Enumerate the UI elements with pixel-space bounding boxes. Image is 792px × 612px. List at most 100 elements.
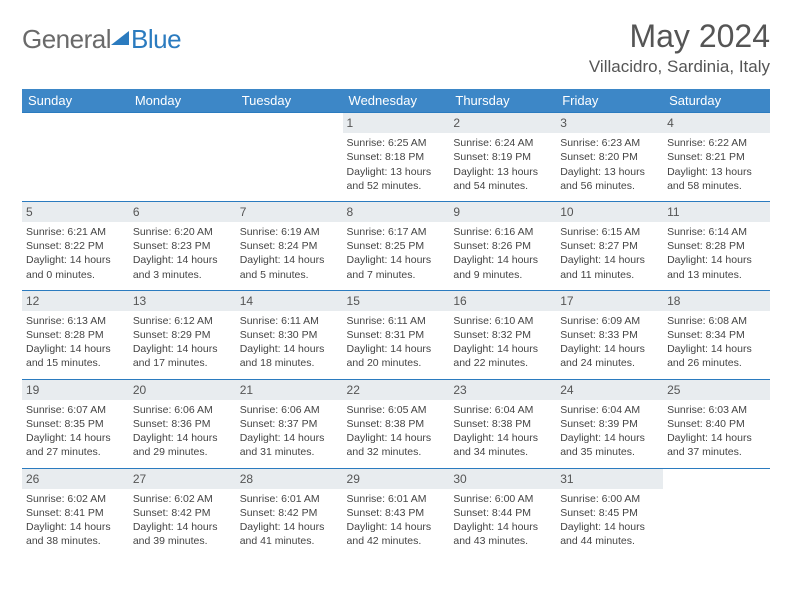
day-number: 10 [556, 202, 663, 222]
day-info: Sunrise: 6:24 AMSunset: 8:19 PMDaylight:… [453, 136, 552, 193]
day-info: Sunrise: 6:17 AMSunset: 8:25 PMDaylight:… [347, 225, 446, 282]
day-cell: 7 Sunrise: 6:19 AMSunset: 8:24 PMDaylight… [236, 201, 343, 290]
day-info: Sunrise: 6:14 AMSunset: 8:28 PMDaylight:… [667, 225, 766, 282]
day-info: Sunrise: 6:19 AMSunset: 8:24 PMDaylight:… [240, 225, 339, 282]
day-info: Sunrise: 6:01 AMSunset: 8:43 PMDaylight:… [347, 492, 446, 549]
logo-triangle-icon [111, 31, 129, 45]
day-cell: 5 Sunrise: 6:21 AMSunset: 8:22 PMDaylight… [22, 201, 129, 290]
day-number: 20 [129, 380, 236, 400]
day-cell: 27 Sunrise: 6:02 AMSunset: 8:42 PMDayligh… [129, 468, 236, 556]
day-cell: 12Sunrise: 6:13 AMSunset: 8:28 PMDayligh… [22, 290, 129, 379]
dow-friday: Friday [556, 89, 663, 113]
day-info: Sunrise: 6:01 AMSunset: 8:42 PMDaylight:… [240, 492, 339, 549]
day-cell: 29 Sunrise: 6:01 AMSunset: 8:43 PMDayligh… [343, 468, 450, 556]
day-number: 6 [129, 202, 236, 222]
day-number: 18 [663, 291, 770, 311]
day-number: 1 [343, 113, 450, 133]
day-info: Sunrise: 6:21 AMSunset: 8:22 PMDaylight:… [26, 225, 125, 282]
day-info: Sunrise: 6:22 AMSunset: 8:21 PMDaylight:… [667, 136, 766, 193]
logo-text-1: General [22, 24, 111, 55]
calendar-body: 1 Sunrise: 6:25 AMSunset: 8:18 PMDaylight… [22, 113, 770, 557]
day-cell: 2 Sunrise: 6:24 AMSunset: 8:19 PMDaylight… [449, 113, 556, 202]
day-number: 7 [236, 202, 343, 222]
day-info: Sunrise: 6:04 AMSunset: 8:38 PMDaylight:… [453, 403, 552, 460]
day-number: 31 [556, 469, 663, 489]
day-cell [22, 113, 129, 202]
day-of-week-row: Sunday Monday Tuesday Wednesday Thursday… [22, 89, 770, 113]
day-number: 29 [343, 469, 450, 489]
day-number: 15 [343, 291, 450, 311]
day-cell: 28 Sunrise: 6:01 AMSunset: 8:42 PMDayligh… [236, 468, 343, 556]
day-number: 19 [22, 380, 129, 400]
day-number: 25 [663, 380, 770, 400]
day-cell: 9 Sunrise: 6:16 AMSunset: 8:26 PMDaylight… [449, 201, 556, 290]
week-row: 12Sunrise: 6:13 AMSunset: 8:28 PMDayligh… [22, 290, 770, 379]
day-number: 26 [22, 469, 129, 489]
day-info: Sunrise: 6:06 AMSunset: 8:37 PMDaylight:… [240, 403, 339, 460]
day-cell: 17 Sunrise: 6:09 AMSunset: 8:33 PMDayligh… [556, 290, 663, 379]
logo: General Blue [22, 24, 181, 55]
dow-saturday: Saturday [663, 89, 770, 113]
day-info: Sunrise: 6:05 AMSunset: 8:38 PMDaylight:… [347, 403, 446, 460]
title-block: May 2024 Villacidro, Sardinia, Italy [589, 18, 770, 77]
day-info: Sunrise: 6:03 AMSunset: 8:40 PMDaylight:… [667, 403, 766, 460]
day-info: Sunrise: 6:02 AMSunset: 8:41 PMDaylight:… [26, 492, 125, 549]
day-info: Sunrise: 6:04 AMSunset: 8:39 PMDaylight:… [560, 403, 659, 460]
day-info: Sunrise: 6:07 AMSunset: 8:35 PMDaylight:… [26, 403, 125, 460]
dow-monday: Monday [129, 89, 236, 113]
day-cell: 21Sunrise: 6:06 AMSunset: 8:37 PMDayligh… [236, 379, 343, 468]
week-row: 5 Sunrise: 6:21 AMSunset: 8:22 PMDaylight… [22, 201, 770, 290]
day-cell: 13Sunrise: 6:12 AMSunset: 8:29 PMDayligh… [129, 290, 236, 379]
dow-thursday: Thursday [449, 89, 556, 113]
location-label: Villacidro, Sardinia, Italy [589, 57, 770, 77]
day-info: Sunrise: 6:10 AMSunset: 8:32 PMDaylight:… [453, 314, 552, 371]
day-number: 11 [663, 202, 770, 222]
day-cell: 30 Sunrise: 6:00 AMSunset: 8:44 PMDayligh… [449, 468, 556, 556]
day-cell: 8Sunrise: 6:17 AMSunset: 8:25 PMDaylight… [343, 201, 450, 290]
logo-text-2: Blue [131, 24, 181, 55]
day-number: 23 [449, 380, 556, 400]
day-info: Sunrise: 6:00 AMSunset: 8:44 PMDaylight:… [453, 492, 552, 549]
day-number: 9 [449, 202, 556, 222]
day-cell: 25 Sunrise: 6:03 AMSunset: 8:40 PMDayligh… [663, 379, 770, 468]
day-cell: 19 Sunrise: 6:07 AMSunset: 8:35 PMDayligh… [22, 379, 129, 468]
calendar-page: General Blue May 2024 Villacidro, Sardin… [0, 0, 792, 566]
day-info: Sunrise: 6:25 AMSunset: 8:18 PMDaylight:… [347, 136, 446, 193]
calendar-table: Sunday Monday Tuesday Wednesday Thursday… [22, 89, 770, 556]
day-number: 3 [556, 113, 663, 133]
week-row: 26 Sunrise: 6:02 AMSunset: 8:41 PMDayligh… [22, 468, 770, 556]
week-row: 1 Sunrise: 6:25 AMSunset: 8:18 PMDaylight… [22, 113, 770, 202]
day-info: Sunrise: 6:16 AMSunset: 8:26 PMDaylight:… [453, 225, 552, 282]
day-number: 27 [129, 469, 236, 489]
day-cell: 24 Sunrise: 6:04 AMSunset: 8:39 PMDayligh… [556, 379, 663, 468]
day-cell: 20 Sunrise: 6:06 AMSunset: 8:36 PMDayligh… [129, 379, 236, 468]
dow-sunday: Sunday [22, 89, 129, 113]
day-cell: 4 Sunrise: 6:22 AMSunset: 8:21 PMDaylight… [663, 113, 770, 202]
day-number: 28 [236, 469, 343, 489]
day-cell: 18Sunrise: 6:08 AMSunset: 8:34 PMDayligh… [663, 290, 770, 379]
day-number: 5 [22, 202, 129, 222]
day-info: Sunrise: 6:15 AMSunset: 8:27 PMDaylight:… [560, 225, 659, 282]
day-cell: 22Sunrise: 6:05 AMSunset: 8:38 PMDayligh… [343, 379, 450, 468]
header: General Blue May 2024 Villacidro, Sardin… [22, 18, 770, 77]
day-number: 2 [449, 113, 556, 133]
day-cell: 14Sunrise: 6:11 AMSunset: 8:30 PMDayligh… [236, 290, 343, 379]
day-number: 16 [449, 291, 556, 311]
day-cell: 15Sunrise: 6:11 AMSunset: 8:31 PMDayligh… [343, 290, 450, 379]
day-info: Sunrise: 6:13 AMSunset: 8:28 PMDaylight:… [26, 314, 125, 371]
day-number: 17 [556, 291, 663, 311]
day-info: Sunrise: 6:06 AMSunset: 8:36 PMDaylight:… [133, 403, 232, 460]
day-info: Sunrise: 6:00 AMSunset: 8:45 PMDaylight:… [560, 492, 659, 549]
day-cell: 3 Sunrise: 6:23 AMSunset: 8:20 PMDaylight… [556, 113, 663, 202]
day-number: 30 [449, 469, 556, 489]
day-number: 24 [556, 380, 663, 400]
day-number: 14 [236, 291, 343, 311]
day-info: Sunrise: 6:09 AMSunset: 8:33 PMDaylight:… [560, 314, 659, 371]
day-info: Sunrise: 6:23 AMSunset: 8:20 PMDaylight:… [560, 136, 659, 193]
dow-tuesday: Tuesday [236, 89, 343, 113]
day-info: Sunrise: 6:02 AMSunset: 8:42 PMDaylight:… [133, 492, 232, 549]
day-cell [236, 113, 343, 202]
day-info: Sunrise: 6:12 AMSunset: 8:29 PMDaylight:… [133, 314, 232, 371]
day-number: 4 [663, 113, 770, 133]
week-row: 19 Sunrise: 6:07 AMSunset: 8:35 PMDayligh… [22, 379, 770, 468]
